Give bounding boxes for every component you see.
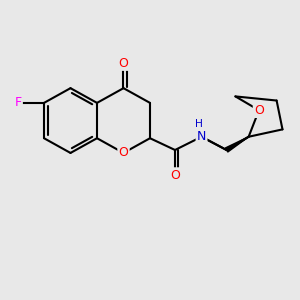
- Polygon shape: [225, 137, 249, 152]
- Text: O: O: [118, 57, 128, 70]
- Text: O: O: [118, 146, 128, 159]
- Text: O: O: [254, 104, 264, 117]
- Text: H: H: [195, 119, 203, 129]
- Text: F: F: [14, 96, 22, 110]
- Text: N: N: [197, 130, 206, 143]
- Text: O: O: [170, 169, 180, 182]
